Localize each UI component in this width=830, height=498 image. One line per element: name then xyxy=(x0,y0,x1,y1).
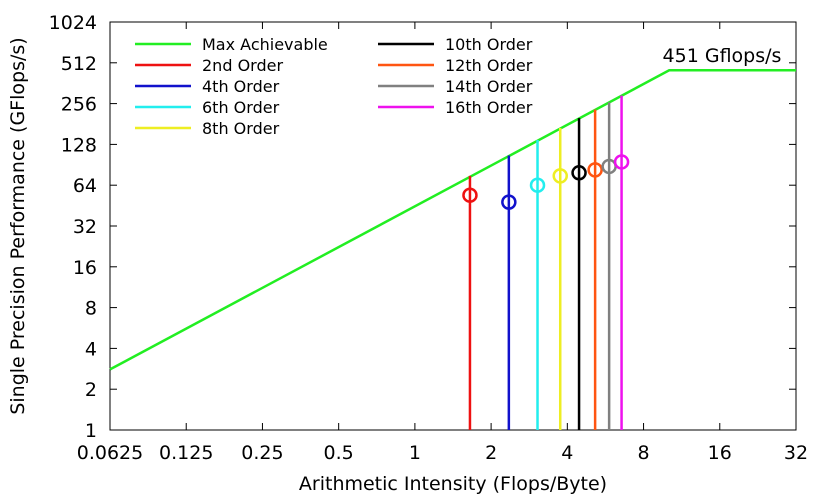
series-measured-point xyxy=(462,187,478,203)
y-tick-label: 32 xyxy=(73,216,97,238)
roofline-max-achievable xyxy=(109,69,796,371)
y-tick-label: 128 xyxy=(61,134,97,156)
y-tick-label: 8 xyxy=(85,298,97,320)
x-axis-title: Arithmetic Intensity (Flops/Byte) xyxy=(299,473,607,495)
x-tick-label: 8 xyxy=(638,442,650,464)
x-tick-label: 0.125 xyxy=(159,442,213,464)
series-measured-point xyxy=(571,165,587,181)
legend-label: 12th Order xyxy=(445,56,533,75)
x-tick-label: 0.25 xyxy=(241,442,283,464)
legend-label: 14th Order xyxy=(445,77,533,96)
series-measured-point xyxy=(529,177,546,193)
x-tick-label: 1 xyxy=(409,442,421,464)
legend-label: 2nd Order xyxy=(202,56,283,75)
legend-label: 4th Order xyxy=(202,77,280,96)
y-tick-label: 1 xyxy=(85,420,97,442)
legend-label: 16th Order xyxy=(445,98,533,117)
series-measured-point xyxy=(613,154,630,170)
legend-label: 6th Order xyxy=(202,98,280,117)
legend: Max Achievable 2nd Order 4th Order 6th Orde… xyxy=(135,35,533,138)
x-tick-label: 4 xyxy=(561,442,573,464)
legend-label: 10th Order xyxy=(445,35,533,54)
x-tick-label: 16 xyxy=(708,442,732,464)
series-measured-point xyxy=(501,194,517,210)
axis-ticks: 0.0625 0.125 0.25 0.5 1 2 4 8 16 32 1 2 4 8 16 32 64 128 2… xyxy=(49,12,808,464)
y-tick-label: 16 xyxy=(73,257,97,279)
legend-label: 8th Order xyxy=(202,119,280,138)
y-tick-label: 4 xyxy=(85,338,97,360)
y-tick-label: 64 xyxy=(73,175,97,197)
series-measured-point xyxy=(552,168,568,184)
y-tick-label: 1024 xyxy=(49,12,97,34)
series-measured-point xyxy=(587,162,603,178)
annotation-peak: 451 Gflops/s xyxy=(663,45,782,67)
series-layer xyxy=(462,95,630,430)
x-tick-label: 2 xyxy=(485,442,497,464)
y-tick-label: 2 xyxy=(85,379,97,401)
x-tick-label: 0.0625 xyxy=(77,442,143,464)
y-tick-label: 256 xyxy=(61,94,97,116)
x-tick-label: 32 xyxy=(784,442,808,464)
legend-label: Max Achievable xyxy=(202,35,328,54)
y-axis-title: Single Precision Performance (GFlops/s) xyxy=(7,37,29,414)
y-tick-label: 512 xyxy=(61,53,97,75)
x-tick-label: 0.5 xyxy=(324,442,354,464)
roofline-layer xyxy=(109,69,796,371)
